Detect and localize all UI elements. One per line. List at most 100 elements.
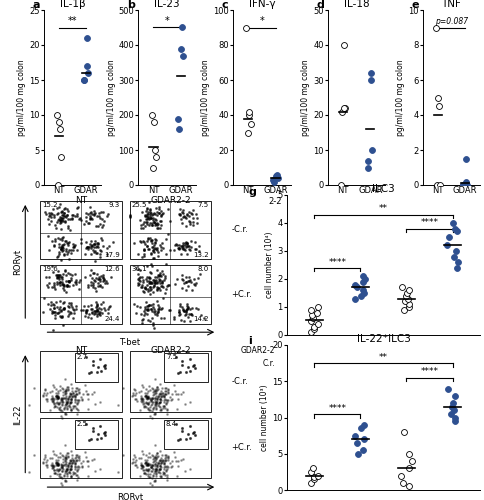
Point bbox=[91, 210, 99, 218]
Point bbox=[185, 317, 193, 325]
Point bbox=[96, 276, 104, 283]
Point bbox=[65, 468, 73, 476]
Point bbox=[89, 280, 97, 287]
Point bbox=[148, 243, 155, 251]
Point bbox=[166, 218, 174, 226]
Point bbox=[151, 238, 159, 246]
Point bbox=[54, 460, 62, 468]
Point bbox=[158, 279, 166, 287]
Point bbox=[75, 452, 82, 460]
Point bbox=[150, 278, 158, 286]
Point bbox=[93, 212, 101, 220]
Point bbox=[156, 472, 164, 480]
Point bbox=[176, 210, 184, 218]
Point bbox=[50, 400, 58, 407]
Point bbox=[52, 459, 60, 467]
Point bbox=[158, 389, 166, 397]
Point bbox=[96, 246, 104, 254]
Point bbox=[71, 454, 79, 462]
Point bbox=[64, 268, 72, 276]
Point bbox=[177, 456, 184, 464]
Point bbox=[59, 462, 66, 469]
Point bbox=[452, 228, 460, 235]
Point bbox=[154, 308, 162, 316]
Point bbox=[152, 204, 160, 212]
Point bbox=[104, 309, 112, 317]
Point bbox=[181, 246, 188, 254]
Point bbox=[90, 242, 98, 250]
Point bbox=[78, 462, 86, 470]
Point bbox=[152, 236, 160, 244]
Point bbox=[92, 286, 100, 294]
Point bbox=[162, 260, 169, 268]
Point bbox=[83, 242, 91, 250]
Point bbox=[92, 303, 100, 311]
Point bbox=[155, 390, 163, 398]
Point bbox=[64, 278, 72, 285]
Point bbox=[152, 398, 160, 406]
Bar bbox=[40, 351, 121, 412]
Point bbox=[74, 398, 82, 406]
Point bbox=[88, 244, 95, 252]
Point bbox=[153, 394, 161, 402]
Point bbox=[53, 470, 60, 478]
Point bbox=[66, 390, 74, 398]
Point bbox=[146, 286, 153, 294]
Point bbox=[51, 221, 59, 229]
Point bbox=[50, 399, 58, 407]
Point bbox=[142, 284, 150, 292]
Point bbox=[131, 394, 139, 402]
Point bbox=[60, 246, 67, 254]
Point bbox=[58, 396, 65, 404]
Point bbox=[67, 472, 75, 480]
Point bbox=[49, 380, 57, 388]
Point bbox=[160, 392, 167, 400]
Bar bbox=[40, 418, 121, 478]
Point bbox=[159, 404, 166, 411]
Point bbox=[72, 395, 79, 403]
Point bbox=[155, 271, 163, 279]
Point bbox=[142, 275, 150, 283]
Point bbox=[403, 289, 410, 297]
Point bbox=[63, 238, 71, 246]
Point bbox=[143, 212, 151, 220]
Point bbox=[50, 308, 58, 316]
Point bbox=[401, 292, 408, 300]
Point bbox=[56, 449, 64, 457]
Point bbox=[157, 305, 165, 313]
Point bbox=[148, 384, 155, 392]
Point bbox=[142, 458, 150, 466]
Point bbox=[157, 384, 165, 392]
Text: 2.7: 2.7 bbox=[76, 354, 88, 360]
Point bbox=[60, 394, 68, 402]
Point bbox=[81, 250, 89, 258]
Point bbox=[82, 216, 90, 224]
Point bbox=[151, 409, 158, 417]
Point bbox=[82, 420, 90, 428]
Point bbox=[144, 406, 151, 413]
Point bbox=[140, 468, 148, 476]
Point bbox=[449, 406, 457, 414]
Point bbox=[54, 461, 62, 469]
Point bbox=[64, 460, 72, 468]
Point bbox=[147, 301, 154, 309]
Point bbox=[149, 404, 156, 412]
Point bbox=[174, 244, 182, 252]
Point bbox=[93, 300, 101, 308]
Point bbox=[160, 465, 168, 473]
Point bbox=[138, 462, 146, 470]
Point bbox=[54, 466, 62, 474]
Point bbox=[67, 302, 75, 310]
Point bbox=[53, 392, 60, 400]
Point bbox=[154, 220, 162, 228]
Point bbox=[58, 463, 65, 471]
Point bbox=[163, 473, 171, 481]
Point bbox=[139, 224, 147, 232]
Point bbox=[62, 400, 70, 408]
Point bbox=[159, 470, 166, 478]
Point bbox=[141, 459, 149, 467]
Point bbox=[58, 464, 66, 471]
Point bbox=[183, 276, 191, 284]
Point bbox=[186, 434, 194, 442]
Point bbox=[153, 396, 161, 404]
